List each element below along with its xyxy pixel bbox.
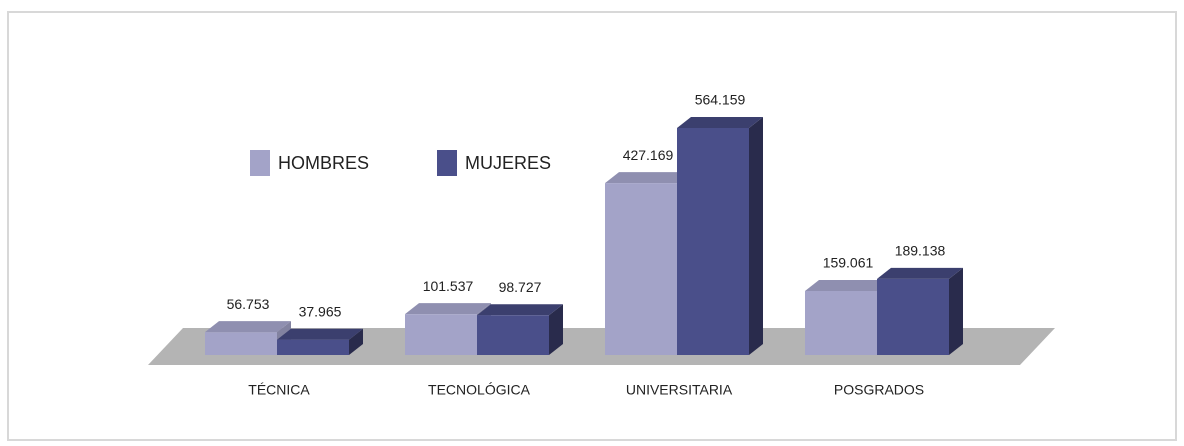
bar-top [677, 117, 763, 128]
value-label: 56.753 [227, 296, 270, 312]
bar-top [605, 172, 691, 184]
bar-side [549, 304, 563, 355]
bar-side [349, 328, 363, 355]
value-label: 564.159 [695, 92, 746, 108]
chart-frame [7, 11, 1177, 441]
bar [477, 315, 549, 355]
bar [605, 183, 677, 355]
legend-label: MUJERES [465, 153, 551, 173]
legend-swatch [250, 150, 270, 176]
value-label: 189.138 [895, 243, 946, 259]
bar-top [277, 328, 363, 340]
legend-label: HOMBRES [278, 153, 369, 173]
x-tick-label: TÉCNICA [248, 382, 310, 398]
bar-top [877, 267, 963, 279]
x-tick-label: POSGRADOS [834, 382, 924, 398]
bar-top [205, 321, 291, 333]
bar-top [405, 303, 491, 315]
x-tick-label: TECNOLÓGICA [428, 382, 531, 398]
value-label: 37.965 [299, 303, 342, 319]
value-label: 101.537 [423, 278, 474, 294]
bar-side [949, 267, 963, 355]
bar [405, 314, 477, 355]
value-label: 159.061 [823, 255, 874, 271]
bar-top [805, 279, 891, 291]
bar [205, 332, 277, 355]
bar [805, 290, 877, 355]
bar-side [749, 117, 763, 355]
x-tick-label: UNIVERSITARIA [626, 382, 733, 398]
bar [677, 128, 749, 355]
bar-top [477, 304, 563, 316]
legend-swatch [437, 150, 457, 176]
bar [877, 278, 949, 355]
bar [277, 339, 349, 355]
value-label: 427.169 [623, 147, 674, 163]
value-label: 98.727 [499, 279, 542, 295]
